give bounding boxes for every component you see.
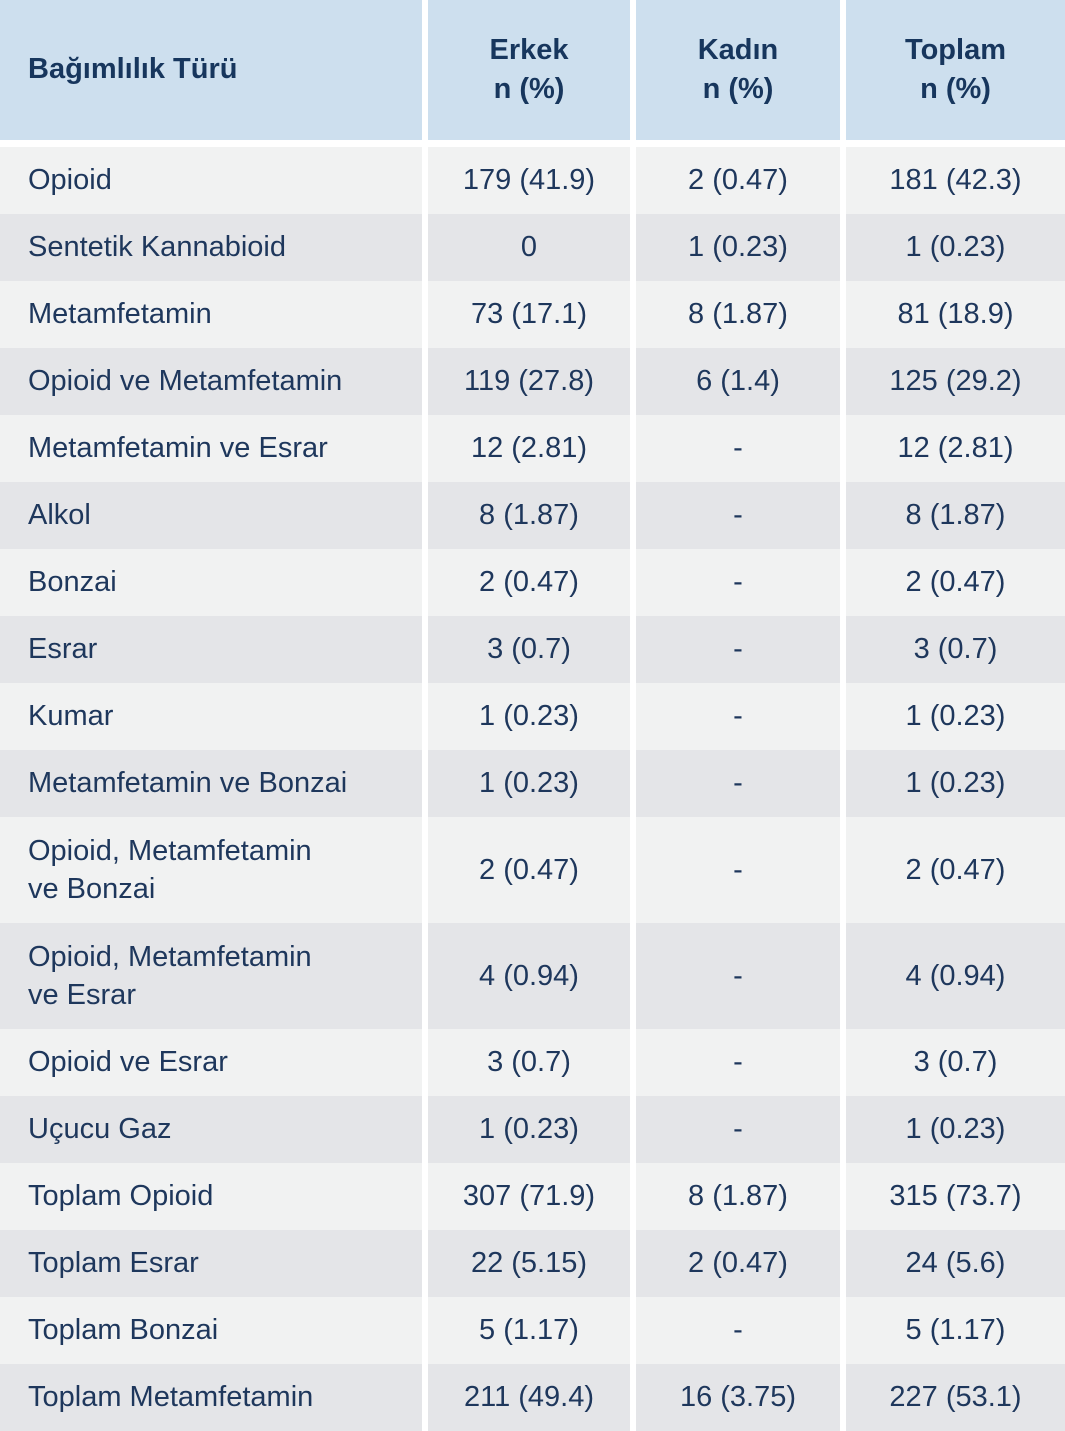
table-row: Toplam Bonzai 5 (1.17) - 5 (1.17): [0, 1297, 1065, 1364]
table-row: Uçucu Gaz 1 (0.23) - 1 (0.23): [0, 1096, 1065, 1163]
cell-addiction-type: Metamfetamin: [28, 298, 212, 331]
cell-addiction-type: Esrar: [28, 633, 98, 666]
table-row: Opioid ve Metamfetamin 119 (27.8) 6 (1.4…: [0, 348, 1065, 415]
cell-total: 4 (0.94): [840, 923, 1065, 1029]
column-header-addiction-type: Bağımlılık Türü: [0, 0, 425, 147]
cell-male: 3 (0.7): [422, 616, 633, 683]
cell-addiction-type: Metamfetamin ve Esrar: [28, 432, 328, 465]
cell-addiction-type: Opioid, Metamfetamin ve Bonzai: [28, 834, 312, 905]
cell-total: 1 (0.23): [840, 750, 1065, 817]
cell-female: 16 (3.75): [630, 1364, 843, 1431]
table-row: Metamfetamin ve Esrar 12 (2.81) - 12 (2.…: [0, 415, 1065, 482]
cell-female: -: [630, 817, 843, 923]
cell-male: 2 (0.47): [422, 549, 633, 616]
cell-female: -: [630, 616, 843, 683]
table-row: Toplam Metamfetamin 211 (49.4) 16 (3.75)…: [0, 1364, 1065, 1431]
table-row: Toplam Esrar 22 (5.15) 2 (0.47) 24 (5.6): [0, 1230, 1065, 1297]
cell-female: 2 (0.47): [630, 143, 843, 214]
cell-total: 315 (73.7): [840, 1163, 1065, 1230]
cell-female: -: [630, 549, 843, 616]
cell-total: 8 (1.87): [840, 482, 1065, 549]
cell-female: -: [630, 415, 843, 482]
cell-male: 2 (0.47): [422, 817, 633, 923]
cell-addiction-type: Toplam Metamfetamin: [28, 1381, 314, 1414]
table-row: Opioid, Metamfetamin ve Bonzai 2 (0.47) …: [0, 817, 1065, 923]
cell-addiction-type: Toplam Esrar: [28, 1247, 199, 1280]
cell-total: 24 (5.6): [840, 1230, 1065, 1297]
cell-male: 211 (49.4): [422, 1364, 633, 1431]
cell-female: 8 (1.87): [630, 281, 843, 348]
cell-total: 3 (0.7): [840, 1029, 1065, 1096]
cell-addiction-type: Toplam Opioid: [28, 1180, 214, 1213]
cell-male: 1 (0.23): [422, 683, 633, 750]
column-header-female: Kadın n (%): [630, 0, 843, 147]
cell-female: 2 (0.47): [630, 1230, 843, 1297]
cell-female: -: [630, 482, 843, 549]
cell-addiction-type: Kumar: [28, 700, 114, 733]
cell-male: 0: [422, 214, 633, 281]
cell-addiction-type: Opioid, Metamfetamin ve Esrar: [28, 940, 312, 1011]
table-row: Metamfetamin 73 (17.1) 8 (1.87) 81 (18.9…: [0, 281, 1065, 348]
cell-male: 179 (41.9): [422, 143, 633, 214]
cell-total: 227 (53.1): [840, 1364, 1065, 1431]
table-row: Esrar 3 (0.7) - 3 (0.7): [0, 616, 1065, 683]
cell-female: 8 (1.87): [630, 1163, 843, 1230]
cell-addiction-type: Sentetik Kannabioid: [28, 231, 286, 264]
cell-total: 3 (0.7): [840, 616, 1065, 683]
cell-female: 1 (0.23): [630, 214, 843, 281]
cell-total: 2 (0.47): [840, 817, 1065, 923]
cell-total: 125 (29.2): [840, 348, 1065, 415]
table-row: Bonzai 2 (0.47) - 2 (0.47): [0, 549, 1065, 616]
table-row: Metamfetamin ve Bonzai 1 (0.23) - 1 (0.2…: [0, 750, 1065, 817]
cell-male: 12 (2.81): [422, 415, 633, 482]
cell-female: -: [630, 750, 843, 817]
column-header-male: Erkek n (%): [422, 0, 633, 147]
cell-total: 1 (0.23): [840, 214, 1065, 281]
cell-addiction-type: Opioid ve Metamfetamin: [28, 365, 343, 398]
cell-male: 4 (0.94): [422, 923, 633, 1029]
cell-female: -: [630, 923, 843, 1029]
cell-male: 3 (0.7): [422, 1029, 633, 1096]
table-row: Kumar 1 (0.23) - 1 (0.23): [0, 683, 1065, 750]
table-row: Opioid 179 (41.9) 2 (0.47) 181 (42.3): [0, 143, 1065, 214]
cell-addiction-type: Metamfetamin ve Bonzai: [28, 767, 348, 800]
cell-female: -: [630, 1029, 843, 1096]
cell-addiction-type: Bonzai: [28, 566, 117, 599]
cell-male: 307 (71.9): [422, 1163, 633, 1230]
cell-female: -: [630, 1096, 843, 1163]
column-header-total: Toplam n (%): [840, 0, 1065, 147]
cell-total: 81 (18.9): [840, 281, 1065, 348]
cell-addiction-type: Opioid: [28, 164, 112, 197]
table-row: Sentetik Kannabioid 0 1 (0.23) 1 (0.23): [0, 214, 1065, 281]
cell-male: 1 (0.23): [422, 750, 633, 817]
cell-total: 1 (0.23): [840, 1096, 1065, 1163]
cell-total: 5 (1.17): [840, 1297, 1065, 1364]
table-row: Toplam Opioid 307 (71.9) 8 (1.87) 315 (7…: [0, 1163, 1065, 1230]
cell-total: 1 (0.23): [840, 683, 1065, 750]
cell-male: 8 (1.87): [422, 482, 633, 549]
cell-male: 1 (0.23): [422, 1096, 633, 1163]
cell-female: 6 (1.4): [630, 348, 843, 415]
table-row: Opioid ve Esrar 3 (0.7) - 3 (0.7): [0, 1029, 1065, 1096]
table-row: Alkol 8 (1.87) - 8 (1.87): [0, 482, 1065, 549]
cell-addiction-type: Alkol: [28, 499, 91, 532]
cell-male: 5 (1.17): [422, 1297, 633, 1364]
header-row: Bağımlılık Türü Erkek n (%) Kadın n (%) …: [0, 0, 1065, 147]
cell-male: 22 (5.15): [422, 1230, 633, 1297]
cell-addiction-type: Opioid ve Esrar: [28, 1046, 228, 1079]
cell-total: 181 (42.3): [840, 143, 1065, 214]
cell-female: -: [630, 1297, 843, 1364]
table-row: Opioid, Metamfetamin ve Esrar 4 (0.94) -…: [0, 923, 1065, 1029]
cell-total: 2 (0.47): [840, 549, 1065, 616]
cell-addiction-type: Toplam Bonzai: [28, 1314, 219, 1347]
cell-female: -: [630, 683, 843, 750]
cell-male: 119 (27.8): [422, 348, 633, 415]
cell-total: 12 (2.81): [840, 415, 1065, 482]
cell-male: 73 (17.1): [422, 281, 633, 348]
cell-addiction-type: Uçucu Gaz: [28, 1113, 172, 1146]
